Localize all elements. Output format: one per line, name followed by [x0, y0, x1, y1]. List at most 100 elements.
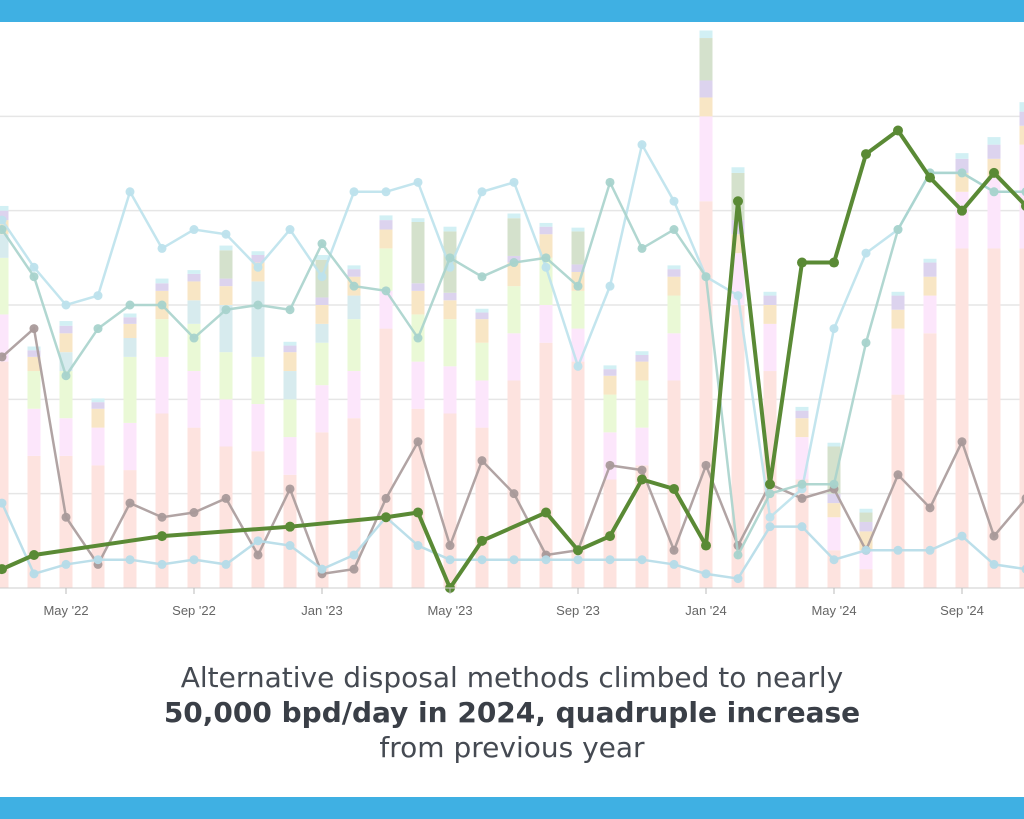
bar-segment-3: [443, 319, 457, 367]
bar-segment-1: [251, 451, 265, 588]
bar-segment-6: [251, 255, 265, 263]
bar-segment-2: [699, 116, 713, 202]
point-teal-mid: [349, 281, 359, 291]
bar-segment-3: [123, 356, 137, 423]
bar-segment-6: [219, 278, 233, 287]
point-grey-trend: [509, 489, 519, 499]
point-blue-low: [221, 559, 231, 569]
bar-segment-1: [507, 380, 521, 588]
point-blue-low: [349, 550, 359, 560]
point-blue-low: [445, 555, 455, 565]
point-grey-trend: [797, 493, 807, 503]
point-blue-low: [93, 555, 103, 565]
bar-segment-8: [1019, 102, 1024, 112]
bar-segment-8: [91, 398, 105, 403]
bar-segment-4: [251, 281, 265, 357]
x-axis-ticks: May '22 Sep '22 Jan '23 May '23 Sep '23 Jan '…: [43, 588, 984, 618]
point-blue-low: [861, 545, 871, 555]
bar-segment-2: [923, 295, 937, 334]
point-grey-trend: [125, 498, 135, 508]
bar-segment-5: [539, 234, 553, 258]
bar-segment-8: [27, 346, 41, 351]
point-grey-trend: [349, 564, 359, 574]
point-cyan-upper: [221, 229, 231, 239]
bar-segment-6: [763, 295, 777, 305]
bar-segment-8: [219, 245, 233, 251]
bar-segment-5: [795, 418, 809, 438]
x-tick-label: May '22: [43, 603, 88, 618]
point-teal-mid: [541, 253, 551, 263]
bar-segment-6: [699, 80, 713, 98]
bar-segment-8: [635, 351, 649, 355]
point-grey-trend: [381, 493, 391, 503]
bar-segment-5: [91, 408, 105, 428]
point-grey-trend: [893, 470, 903, 480]
point-teal-mid: [477, 272, 487, 282]
bar-segment-7: [859, 512, 873, 522]
bar-segment-8: [507, 213, 521, 219]
bar-segment-5: [475, 319, 489, 343]
bar-segment-8: [763, 291, 777, 296]
bar-segment-8: [379, 215, 393, 221]
bar-segment-6: [795, 410, 809, 419]
bar-segment-1: [379, 328, 393, 588]
bar-segment-1: [347, 418, 361, 588]
point-blue-low: [733, 574, 743, 584]
bar-segment-4: [315, 323, 329, 343]
bar-segment-6: [187, 273, 201, 282]
bar-segment-5: [763, 305, 777, 324]
point-teal-mid: [93, 324, 103, 334]
point-grey-trend: [0, 352, 7, 362]
point-alternative-disposal: [157, 531, 167, 542]
bar-segment-5: [923, 276, 937, 296]
bar-segment-5: [603, 375, 617, 395]
bar-segment-6: [635, 354, 649, 362]
point-cyan-upper: [733, 291, 743, 301]
highlight-line: [0, 125, 1024, 593]
point-blue-low: [573, 555, 583, 565]
point-alternative-disposal: [829, 257, 839, 268]
bar-segment-6: [571, 264, 585, 272]
bar-segment-2: [219, 399, 233, 447]
bar-segment-8: [123, 313, 137, 318]
disposal-chart: May '22 Sep '22 Jan '23 May '23 Sep '23 Jan '…: [0, 30, 1024, 618]
point-teal-mid: [189, 333, 199, 343]
x-tick-label: Sep '23: [556, 603, 600, 618]
bar-segment-1: [123, 470, 137, 588]
bar-segment-8: [315, 255, 329, 260]
point-alternative-disposal: [797, 257, 807, 268]
bar-segment-1: [955, 248, 969, 588]
point-teal-mid: [157, 300, 167, 310]
x-tick-label: Jan '23: [301, 603, 343, 618]
point-teal-mid: [797, 479, 807, 489]
bar-segment-3: [475, 342, 489, 381]
point-blue-low: [157, 559, 167, 569]
bar-segment-8: [443, 226, 457, 232]
point-alternative-disposal: [733, 196, 743, 207]
bar-segment-4: [219, 305, 233, 353]
bar-segment-6: [155, 283, 169, 291]
point-cyan-upper: [509, 177, 519, 187]
point-alternative-disposal: [701, 540, 711, 551]
bar-segment-8: [699, 30, 713, 39]
bar-segment-8: [0, 205, 9, 211]
point-cyan-upper: [637, 140, 647, 150]
bar-segment-8: [667, 265, 681, 270]
bar-segment-6: [859, 521, 873, 532]
bar-segment-8: [347, 265, 361, 270]
point-blue-low: [61, 559, 71, 569]
point-cyan-upper: [861, 248, 871, 258]
point-grey-trend: [605, 460, 615, 470]
point-grey-trend: [189, 508, 199, 518]
line-teal-mid: [0, 171, 1024, 560]
point-cyan-upper: [381, 187, 391, 197]
point-teal-mid: [701, 272, 711, 282]
caption-line-1: Alternative disposal methods climbed to …: [180, 661, 844, 694]
point-cyan-upper: [189, 225, 199, 235]
bar-segment-6: [1019, 111, 1024, 126]
line-grey-trend: [1, 326, 1024, 576]
point-alternative-disposal: [925, 172, 935, 183]
bar-segment-2: [187, 371, 201, 428]
bar-segment-8: [571, 227, 585, 232]
bar-segment-8: [411, 218, 425, 222]
